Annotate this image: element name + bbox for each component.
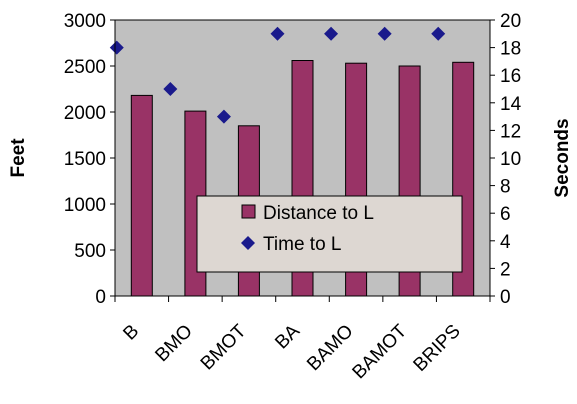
x-tick-label: BAMOT bbox=[349, 320, 412, 383]
right-tick-label: 18 bbox=[500, 39, 521, 60]
x-tick-label: B bbox=[120, 321, 144, 345]
legend-marker-time bbox=[241, 236, 255, 250]
left-tick-label: 2500 bbox=[64, 57, 106, 78]
x-tick-label: BMOT bbox=[197, 320, 251, 374]
y2-axis-title: Seconds bbox=[552, 118, 573, 197]
right-tick-label: 20 bbox=[500, 11, 521, 32]
legend-label-time: Time to L bbox=[263, 234, 342, 255]
bar-b bbox=[130, 94, 153, 297]
right-tick-label: 12 bbox=[500, 121, 521, 142]
legend-swatch-distance bbox=[241, 204, 256, 219]
right-tick-label: 8 bbox=[500, 177, 511, 198]
x-tick-label: BA bbox=[271, 320, 304, 353]
right-tick-label: 0 bbox=[500, 287, 511, 308]
y-axis-title: Feet bbox=[8, 138, 29, 178]
x-tick-label: BMO bbox=[151, 321, 196, 366]
x-tick-label: BRIPS bbox=[410, 321, 465, 376]
left-tick-label: 1500 bbox=[64, 149, 106, 170]
left-tick-label: 3000 bbox=[64, 11, 106, 32]
marker-bamo bbox=[324, 26, 339, 41]
right-tick-label: 2 bbox=[500, 259, 511, 280]
right-tick-label: 16 bbox=[500, 66, 521, 87]
right-tick-label: 4 bbox=[500, 232, 511, 253]
marker-bmot bbox=[216, 109, 231, 124]
left-tick-label: 0 bbox=[95, 287, 106, 308]
marker-series-time bbox=[109, 26, 446, 124]
marker-b bbox=[109, 40, 124, 55]
right-axis: 0 2 4 6 8 10 12 14 16 18 20 bbox=[489, 11, 522, 308]
left-axis: 0 500 1000 1500 2000 2500 3000 bbox=[64, 11, 116, 308]
right-tick-label: 10 bbox=[500, 149, 521, 170]
left-tick-label: 1000 bbox=[64, 195, 106, 216]
right-tick-label: 6 bbox=[500, 204, 511, 225]
marker-bamot bbox=[377, 26, 392, 41]
left-tick-label: 500 bbox=[74, 241, 106, 262]
legend-box bbox=[196, 195, 463, 273]
marker-ba bbox=[270, 26, 285, 41]
right-tick-label: 14 bbox=[500, 94, 522, 115]
legend-label-distance: Distance to L bbox=[263, 203, 374, 224]
marker-bmo bbox=[163, 82, 178, 96]
left-tick-label: 2000 bbox=[64, 103, 106, 124]
marker-brips bbox=[431, 26, 446, 41]
legend: Distance to L Time to L bbox=[196, 195, 463, 273]
